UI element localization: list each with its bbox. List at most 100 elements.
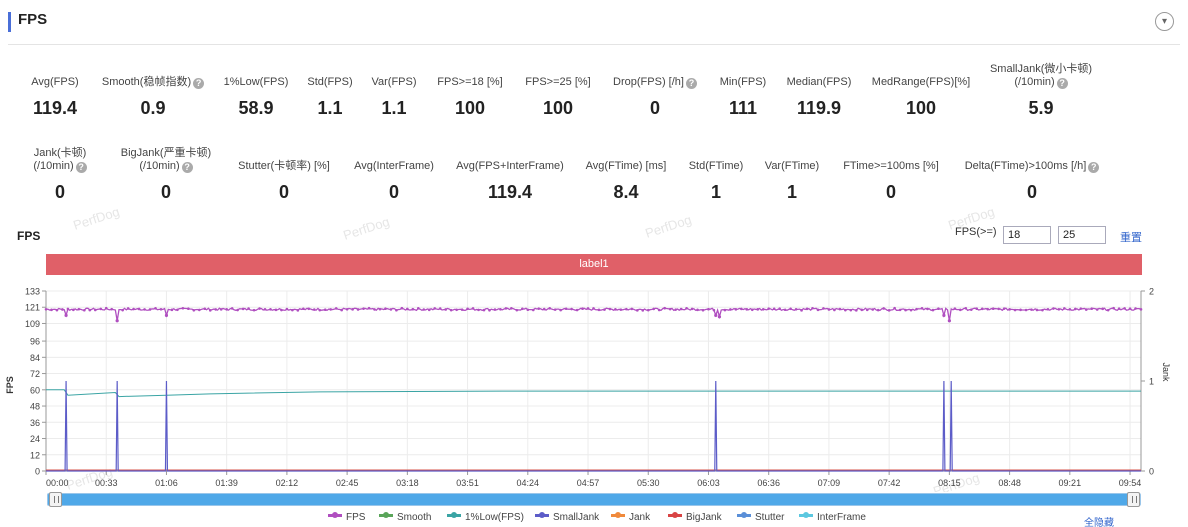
fps-point bbox=[50, 308, 53, 312]
fps-point bbox=[44, 307, 48, 311]
stat-label: Var(FTime) bbox=[764, 160, 820, 172]
stat-label: Avg(FPS) bbox=[31, 76, 79, 88]
stat-value: 1.1 bbox=[381, 98, 407, 118]
chevron-down-icon[interactable]: ▾ bbox=[1155, 12, 1174, 31]
fps-point bbox=[154, 306, 157, 310]
legend-swatch bbox=[799, 512, 813, 518]
stat-label-unit: (/10min)? bbox=[961, 76, 1121, 89]
fps-point bbox=[794, 307, 798, 311]
legend-item-smalljank[interactable]: SmallJank bbox=[535, 512, 599, 523]
fps-point bbox=[274, 308, 278, 312]
fps-point bbox=[1101, 307, 1104, 311]
legend-item-fps[interactable]: FPS bbox=[328, 512, 365, 523]
fps-point bbox=[504, 307, 508, 310]
stat-stats_row1-4: Var(FPS) 1.1 bbox=[314, 76, 474, 119]
fps-point bbox=[778, 307, 781, 311]
fps-point bbox=[882, 307, 885, 310]
help-icon[interactable]: ? bbox=[193, 78, 205, 89]
help-icon[interactable]: ? bbox=[1056, 78, 1068, 89]
x-tick-label: 02:12 bbox=[276, 478, 299, 488]
fps-point bbox=[1057, 307, 1061, 311]
fps-point bbox=[707, 307, 710, 311]
fps-point bbox=[548, 306, 551, 310]
fps-point bbox=[696, 308, 699, 312]
x-tick-label: 08:15 bbox=[938, 478, 961, 488]
fps-point bbox=[143, 308, 146, 311]
label-bar[interactable]: label1 bbox=[46, 254, 1142, 275]
stat-value: 100 bbox=[542, 98, 574, 118]
stat-label: 1%Low(FPS) bbox=[223, 76, 289, 88]
legend-item-bigjank[interactable]: BigJank bbox=[668, 512, 722, 523]
stat-value: 8.4 bbox=[613, 182, 639, 202]
stat-label-unit: (/10min)? bbox=[86, 160, 246, 173]
fps-point bbox=[980, 307, 984, 311]
fps-point bbox=[1008, 308, 1011, 311]
y2-tick-label: 0 bbox=[1149, 467, 1154, 477]
legend-item-interframe[interactable]: InterFrame bbox=[799, 512, 866, 523]
x-tick-label: 01:06 bbox=[155, 478, 178, 488]
stat-label-unit: (/10min)? bbox=[0, 160, 140, 173]
stat-label: Jank(卡顿) bbox=[33, 147, 87, 159]
fps-point bbox=[926, 307, 929, 311]
fps-point bbox=[132, 307, 135, 311]
fps-point bbox=[1106, 308, 1110, 312]
fps-point bbox=[312, 308, 316, 311]
help-icon[interactable]: ? bbox=[1088, 162, 1100, 173]
hide-all-button[interactable]: 全隐藏 bbox=[1084, 518, 1114, 527]
fps-point bbox=[1041, 308, 1044, 312]
legend-swatch bbox=[737, 512, 751, 518]
fps-point bbox=[159, 307, 163, 311]
fps-point bbox=[400, 306, 404, 310]
stat-label: FPS>=18 [%] bbox=[437, 76, 503, 88]
legend-item-smooth[interactable]: Smooth bbox=[379, 512, 431, 523]
stat-label: Std(FPS) bbox=[307, 76, 353, 88]
fps-point bbox=[307, 307, 311, 311]
fps-point bbox=[855, 309, 858, 312]
scroll-handle-right[interactable] bbox=[1127, 492, 1140, 507]
fps-point bbox=[564, 307, 568, 311]
fps-point bbox=[285, 307, 289, 311]
legend-item-jank[interactable]: Jank bbox=[611, 512, 650, 523]
stat-stats_row1-2: 1%Low(FPS) 58.9 bbox=[176, 76, 336, 119]
help-icon[interactable]: ? bbox=[75, 162, 87, 173]
scroll-handle-left[interactable] bbox=[49, 492, 62, 507]
reset-button[interactable]: 重置 bbox=[1120, 232, 1142, 244]
stat-label: Stutter(卡顿率) [%] bbox=[238, 160, 330, 172]
help-icon[interactable]: ? bbox=[181, 162, 193, 173]
fps-point bbox=[586, 307, 590, 310]
fps-point bbox=[296, 309, 300, 312]
stat-value: 100 bbox=[905, 98, 937, 118]
fps-point bbox=[55, 308, 59, 312]
fps-dip-point bbox=[115, 319, 119, 323]
series-1-low-fps bbox=[46, 389, 1141, 398]
stat-label: Std(FTime) bbox=[688, 160, 744, 172]
fps-point bbox=[258, 307, 261, 310]
stat-value: 119.9 bbox=[796, 98, 842, 118]
threshold-input-2[interactable] bbox=[1058, 226, 1106, 244]
fps-point bbox=[449, 308, 453, 312]
help-icon[interactable]: ? bbox=[685, 78, 697, 89]
legend-item-stutter[interactable]: Stutter bbox=[737, 512, 784, 523]
fps-point bbox=[214, 308, 218, 311]
fps-point bbox=[876, 308, 880, 312]
stat-label: Avg(FTime) [ms] bbox=[585, 160, 667, 172]
fps-point bbox=[1019, 308, 1022, 312]
x-tick-label: 09:21 bbox=[1059, 478, 1082, 488]
fps-point bbox=[247, 307, 250, 310]
stat-label: Var(FPS) bbox=[371, 76, 417, 88]
fps-point bbox=[225, 308, 228, 311]
x-tick-label: 00:00 bbox=[46, 478, 69, 488]
fps-point bbox=[652, 307, 656, 311]
fps-point bbox=[356, 308, 360, 311]
threshold-input-1[interactable] bbox=[1003, 226, 1051, 244]
time-range-scrollbar[interactable] bbox=[47, 493, 1141, 506]
fps-point bbox=[236, 308, 239, 312]
stat-label: Delta(FTime)>100ms [/h]? bbox=[952, 160, 1112, 173]
fps-dip-point bbox=[717, 315, 722, 319]
fps-point bbox=[477, 308, 480, 312]
fps-point bbox=[422, 308, 426, 311]
legend-item-1-low-fps-[interactable]: 1%Low(FPS) bbox=[447, 512, 524, 523]
fps-point bbox=[302, 307, 305, 311]
stat-label: Smooth(稳帧指数)? bbox=[73, 76, 233, 89]
